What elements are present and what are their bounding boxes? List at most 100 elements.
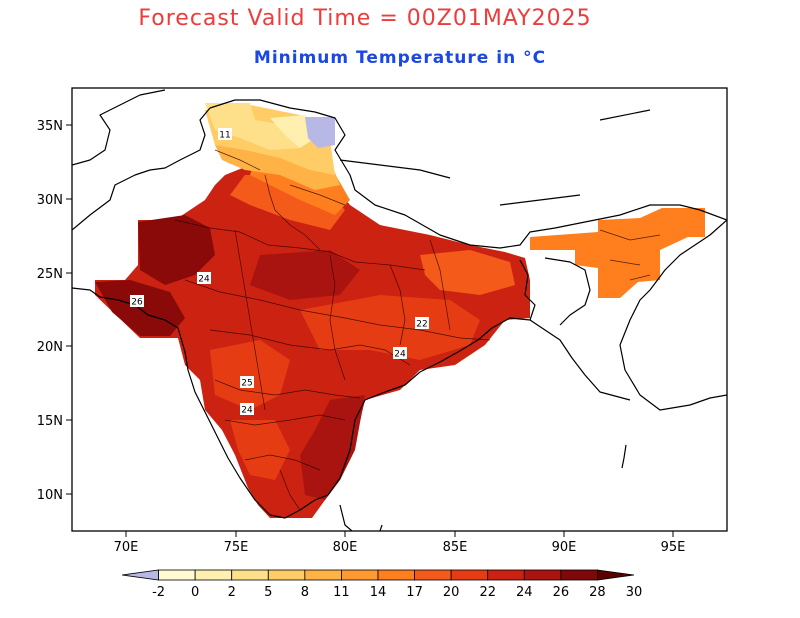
lat-labels: 35N 30N 25N 20N 15N 10N — [37, 119, 63, 503]
contour-label: 24 — [393, 347, 407, 360]
contour-label-text: 26 — [131, 298, 143, 308]
state-line-1 — [174, 219, 426, 271]
colorbar-swatch — [377, 569, 415, 581]
state-line-11 — [429, 239, 451, 331]
colorbar-label: 0 — [191, 585, 199, 600]
state-line-12 — [279, 469, 301, 511]
contour-label: 25 — [240, 376, 254, 389]
contour-label-text: 11 — [219, 131, 230, 141]
field-hills-1 — [215, 140, 340, 190]
lon-tick-label: 75E — [224, 540, 249, 555]
lat-tick-label: 30N — [37, 193, 63, 208]
contour-label: 22 — [415, 317, 429, 330]
state-line-10 — [389, 264, 406, 346]
colorbar-swatch — [341, 569, 379, 581]
tibet-lines — [339, 109, 651, 206]
temperature-field — [95, 103, 705, 518]
colorbar-label: 17 — [406, 585, 423, 600]
afghan-border — [72, 89, 166, 166]
contour-label-text: 24 — [198, 275, 210, 285]
colorbar-label: 8 — [301, 585, 309, 600]
field-ladakh-cold — [305, 117, 335, 148]
lat-axis — [66, 124, 72, 495]
coastline-west — [72, 287, 329, 519]
state-line-5 — [224, 414, 346, 426]
colorbar-label: 22 — [479, 585, 496, 600]
state-boundaries — [174, 149, 661, 511]
state-line-2 — [184, 279, 491, 341]
sri-lanka — [339, 504, 383, 531]
contour-label-text: 22 — [416, 320, 427, 330]
map-subtitle: Minimum Temperature in °C — [253, 48, 547, 68]
field-deccan-dark — [300, 395, 365, 500]
colorbar-label: 30 — [626, 585, 643, 600]
colorbar-swatch — [597, 569, 635, 581]
colorbar-label: -2 — [152, 585, 165, 600]
map-frame — [71, 87, 728, 532]
colorbar-swatch — [560, 569, 598, 581]
lon-tick-label: 70E — [114, 540, 139, 555]
colorbar-label: 20 — [443, 585, 460, 600]
contour-label-text: 24 — [241, 406, 253, 416]
state-line-13 — [214, 149, 346, 206]
colorbar-swatch — [304, 569, 342, 581]
contour-label-text: 24 — [394, 350, 406, 360]
field-central-orange — [300, 295, 480, 360]
field-central-dark — [250, 250, 360, 300]
lat-tick-label: 35N — [37, 119, 63, 134]
state-line-14 — [599, 229, 661, 281]
state-line-9 — [329, 254, 346, 381]
pakistan-border — [72, 107, 211, 231]
colorbar-swatch — [450, 569, 489, 581]
bangladesh-border — [519, 257, 591, 326]
andaman-islands — [621, 444, 627, 469]
lon-axis — [125, 531, 674, 537]
china-border — [209, 99, 727, 249]
field-deccan-orange — [210, 340, 290, 410]
contour-label: 24 — [240, 403, 254, 416]
colorbar-label: 14 — [370, 585, 387, 600]
contour-label: 26 — [130, 295, 144, 308]
colorbar-label: 11 — [333, 585, 350, 600]
lat-tick-label: 15N — [37, 414, 63, 429]
lat-tick-label: 10N — [37, 488, 63, 503]
field-bihar-orange — [420, 250, 515, 295]
lat-tick-label: 20N — [37, 340, 63, 355]
colorbar-label: 2 — [228, 585, 236, 600]
coastline-east — [327, 317, 631, 496]
forecast-title: Forecast Valid Time = 00Z01MAY2025 — [138, 6, 592, 31]
lon-tick-label: 95E — [661, 540, 686, 555]
colorbar-label: 28 — [589, 585, 606, 600]
field-gujarat-dark — [95, 280, 185, 336]
colorbar-swatch — [194, 569, 233, 581]
colorbar-swatch — [414, 569, 452, 581]
lon-tick-label: 85E — [443, 540, 468, 555]
state-line-3 — [209, 329, 411, 366]
contour-label: 11 — [218, 128, 232, 141]
lat-tick-label: 25N — [37, 267, 63, 282]
colorbar-label: 24 — [516, 585, 533, 600]
colorbar-label: 5 — [264, 585, 272, 600]
field-south-orange — [230, 420, 290, 480]
lon-tick-label: 80E — [333, 540, 358, 555]
colorbar-label: 26 — [553, 585, 570, 600]
colorbar-swatch — [487, 569, 525, 581]
myanmar-border — [619, 219, 727, 411]
state-line-7 — [264, 174, 321, 251]
lon-labels: 70E 75E 80E 85E 90E 95E — [114, 540, 686, 555]
contour-label-text: 25 — [241, 379, 252, 389]
colorbar-swatch — [231, 569, 269, 581]
colorbar-swatch — [158, 569, 196, 581]
field-rajasthan-dark — [138, 215, 215, 285]
contour-labels: 11 26 24 24 22 24 25 — [130, 128, 429, 416]
colorbar: -2 0 2 5 8 11 14 17 20 22 24 26 28 30 — [121, 569, 643, 600]
state-line-6 — [244, 454, 321, 471]
colorbar-swatch — [523, 569, 562, 581]
country-boundaries — [72, 89, 727, 531]
colorbar-swatch — [267, 569, 306, 581]
field-hills-3 — [205, 103, 300, 150]
lon-tick-label: 90E — [552, 540, 577, 555]
contour-label: 24 — [197, 272, 211, 285]
field-northeast — [530, 208, 705, 298]
